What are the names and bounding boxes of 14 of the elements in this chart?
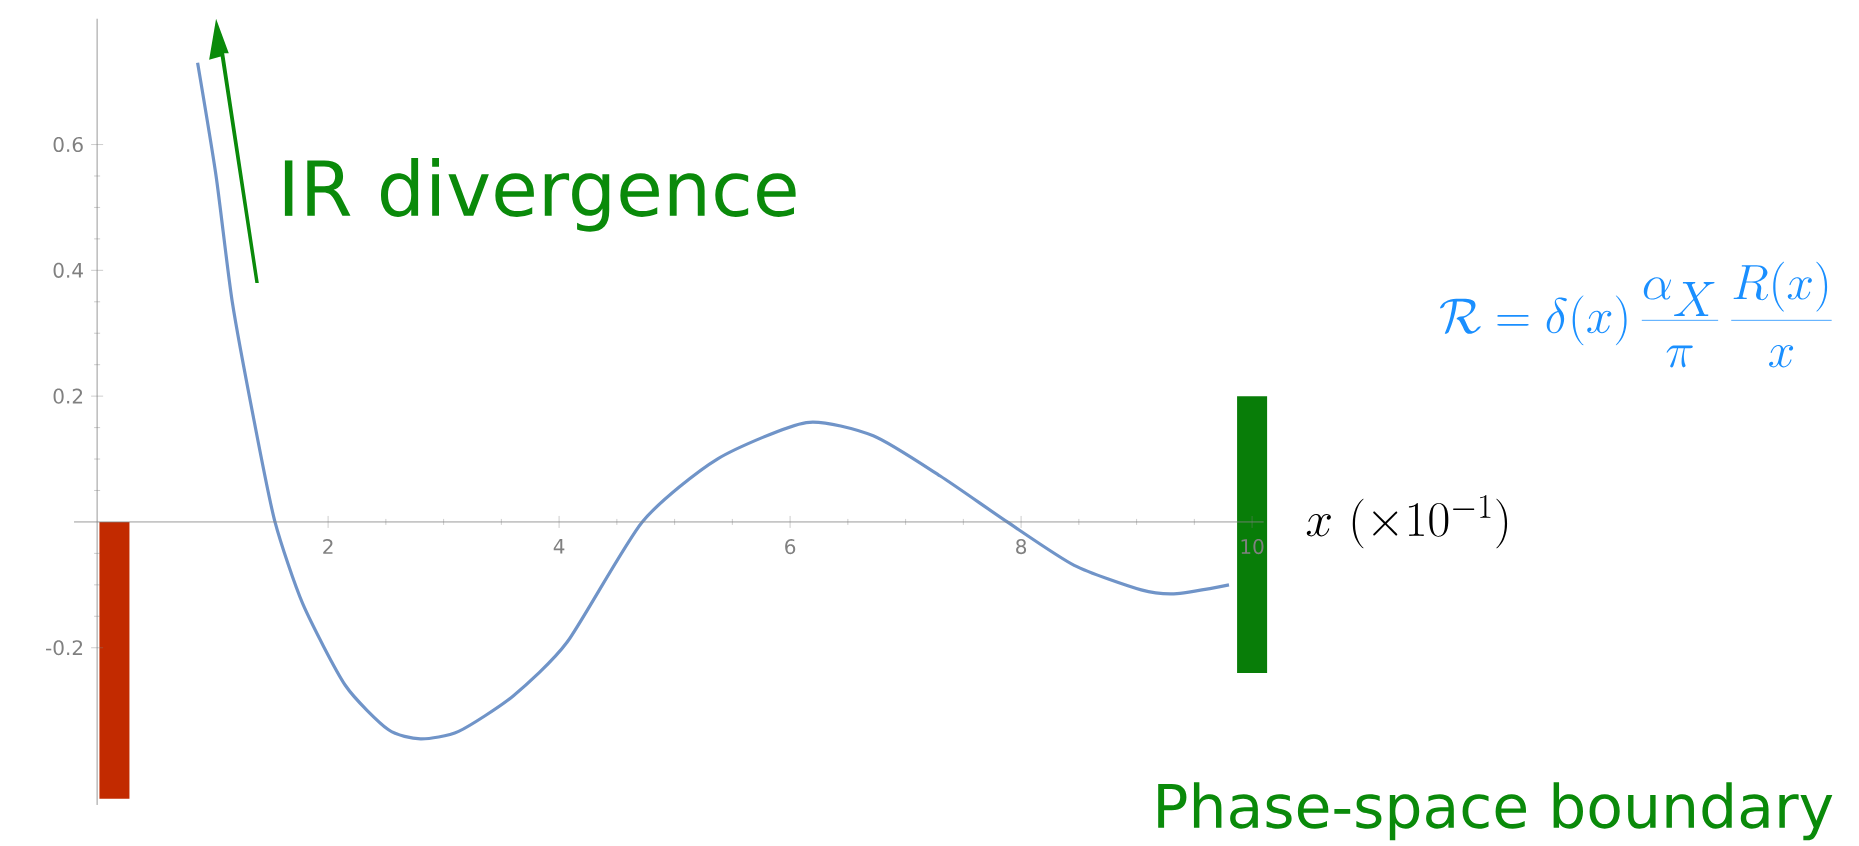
y-tick-label: -0.2 — [46, 640, 83, 656]
x-tick-label: 2 — [323, 538, 333, 554]
annotation: Phase-space boundary — [1158, 782, 1833, 841]
x-tick-label: 8 — [1016, 538, 1027, 555]
x-axis-title: $x\ (\times 10^{-1})$ — [1306, 495, 1508, 549]
y-tick-label: 0.6 — [53, 136, 83, 153]
annotation: IR divergence — [284, 158, 796, 232]
x-tick-label: 4 — [553, 539, 565, 554]
x-tick-label: 10 — [1241, 538, 1264, 555]
y-tick-label: 0.2 — [53, 388, 83, 404]
line-series — [195, 61, 1231, 741]
y-tick-label: 0.4 — [53, 262, 83, 278]
text: $\mathcal{R} = \delta(x)\,\frac{\alpha_X}{\pi}\,\frac{R(x)}{x}$ — [1440, 261, 1832, 368]
x-tick-label: 6 — [785, 538, 796, 555]
